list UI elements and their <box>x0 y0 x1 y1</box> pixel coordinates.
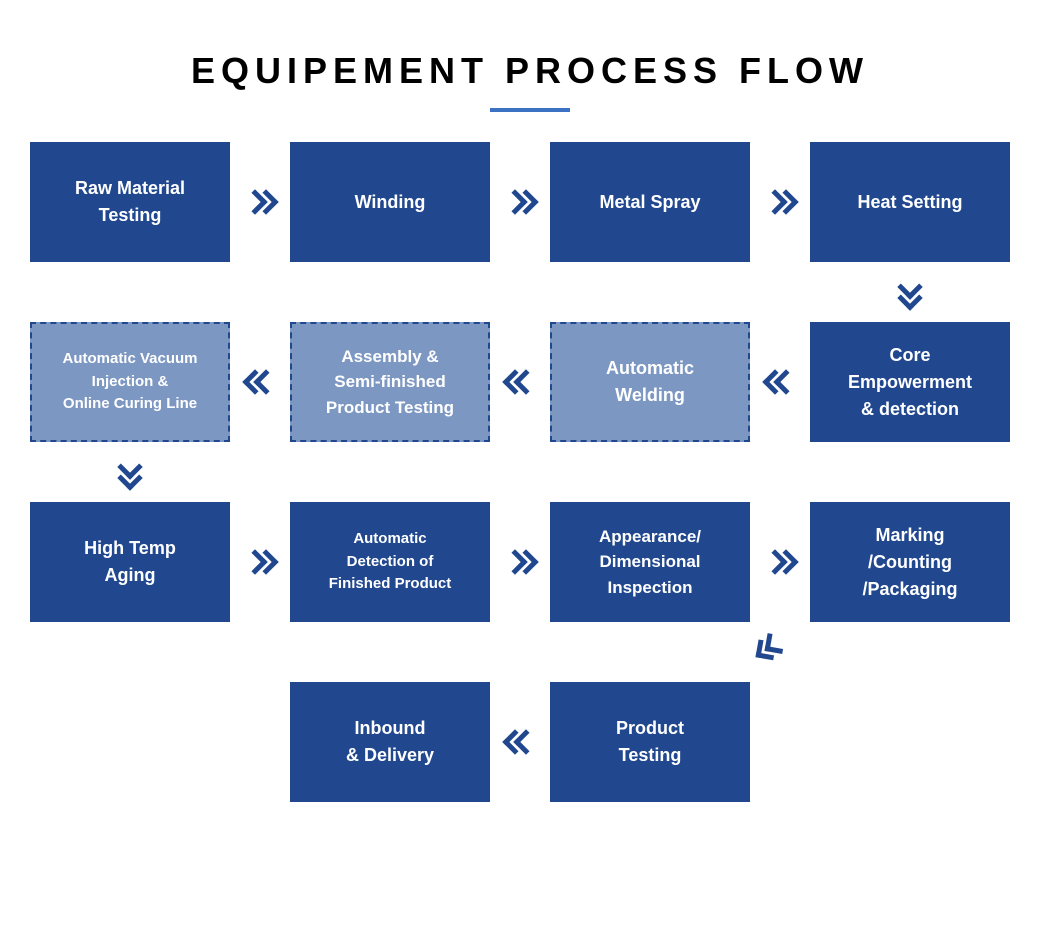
arrow-right <box>230 142 290 262</box>
node-vacuum-injection: Automatic VacuumInjection &Online Curing… <box>30 322 230 442</box>
arrow-downleft <box>734 613 806 680</box>
arrow-left <box>230 322 290 442</box>
node-assembly-test: Assembly &Semi-finishedProduct Testing <box>290 322 490 442</box>
arrow-left <box>490 682 550 802</box>
flow-canvas: Raw MaterialTesting Winding Metal Spray Hea… <box>30 142 1030 902</box>
arrow-left <box>490 322 550 442</box>
node-appearance: Appearance/DimensionalInspection <box>550 502 750 622</box>
arrow-right <box>750 502 810 622</box>
arrow-down <box>30 442 230 502</box>
node-raw-material: Raw MaterialTesting <box>30 142 230 262</box>
node-heat-setting: Heat Setting <box>810 142 1010 262</box>
node-marking: Marking/Counting/Packaging <box>810 502 1010 622</box>
node-product-test: ProductTesting <box>550 682 750 802</box>
node-winding: Winding <box>290 142 490 262</box>
arrow-right <box>230 502 290 622</box>
node-inbound: Inbound& Delivery <box>290 682 490 802</box>
node-auto-welding: AutomaticWelding <box>550 322 750 442</box>
arrow-down <box>810 262 1010 322</box>
arrow-right <box>750 142 810 262</box>
node-metal-spray: Metal Spray <box>550 142 750 262</box>
node-auto-detect: AutomaticDetection ofFinished Product <box>290 502 490 622</box>
title-underline <box>490 108 570 112</box>
node-core-empower: CoreEmpowerment& detection <box>810 322 1010 442</box>
page-title: EQUIPEMENT PROCESS FLOW <box>0 0 1060 92</box>
arrow-right <box>490 142 550 262</box>
arrow-left <box>750 322 810 442</box>
node-high-temp: High TempAging <box>30 502 230 622</box>
arrow-right <box>490 502 550 622</box>
